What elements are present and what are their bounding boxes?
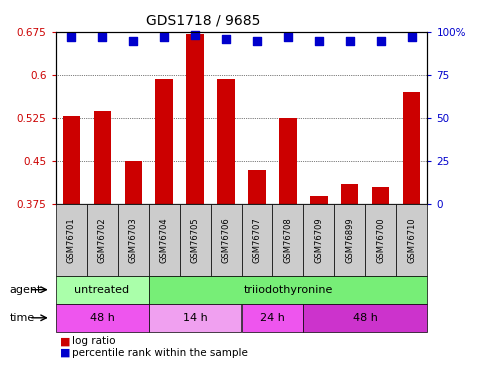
- Text: GSM76702: GSM76702: [98, 217, 107, 263]
- Bar: [149, 304, 242, 332]
- Point: [408, 34, 416, 40]
- Bar: [56, 204, 86, 276]
- Bar: [334, 204, 366, 276]
- Point: [284, 34, 292, 40]
- Bar: [56, 276, 149, 304]
- Point: [315, 38, 323, 44]
- Bar: [86, 204, 117, 276]
- Text: GSM76899: GSM76899: [345, 217, 355, 263]
- Text: GSM76704: GSM76704: [159, 217, 169, 263]
- Point: [346, 38, 354, 44]
- Text: ■: ■: [60, 348, 71, 357]
- Text: log ratio: log ratio: [72, 336, 116, 346]
- Text: percentile rank within the sample: percentile rank within the sample: [72, 348, 248, 357]
- Bar: [341, 184, 358, 204]
- Point: [98, 34, 106, 40]
- Text: GSM76708: GSM76708: [284, 217, 293, 263]
- Point: [67, 34, 75, 40]
- Point: [191, 32, 199, 38]
- Bar: [397, 204, 427, 276]
- Text: triiodothyronine: triiodothyronine: [243, 285, 333, 295]
- Point: [129, 38, 137, 44]
- Point: [377, 38, 385, 44]
- Bar: [62, 116, 80, 204]
- Bar: [372, 187, 389, 204]
- Text: GSM76710: GSM76710: [408, 217, 416, 263]
- Text: GSM76701: GSM76701: [67, 217, 75, 263]
- Text: 14 h: 14 h: [183, 313, 207, 323]
- Text: untreated: untreated: [74, 285, 129, 295]
- Text: 24 h: 24 h: [260, 313, 285, 323]
- Bar: [211, 204, 242, 276]
- Bar: [149, 276, 427, 304]
- Bar: [217, 79, 235, 204]
- Text: 48 h: 48 h: [89, 313, 114, 323]
- Bar: [156, 79, 172, 204]
- Bar: [125, 161, 142, 204]
- Text: GSM76709: GSM76709: [314, 217, 324, 263]
- Text: GDS1718 / 9685: GDS1718 / 9685: [146, 13, 260, 27]
- Bar: [242, 204, 272, 276]
- Bar: [117, 204, 149, 276]
- Text: agent: agent: [10, 285, 42, 295]
- Text: GSM76700: GSM76700: [376, 217, 385, 263]
- Bar: [56, 304, 149, 332]
- Bar: [248, 170, 266, 204]
- Text: time: time: [10, 313, 35, 323]
- Point: [253, 38, 261, 44]
- Point: [160, 34, 168, 40]
- Bar: [280, 117, 297, 204]
- Text: 48 h: 48 h: [353, 313, 378, 323]
- Bar: [242, 304, 303, 332]
- Point: [222, 36, 230, 42]
- Text: GSM76703: GSM76703: [128, 217, 138, 263]
- Bar: [186, 34, 203, 204]
- Text: GSM76706: GSM76706: [222, 217, 230, 263]
- Bar: [94, 111, 111, 204]
- Text: GSM76705: GSM76705: [190, 217, 199, 263]
- Bar: [303, 304, 427, 332]
- Bar: [149, 204, 180, 276]
- Bar: [272, 204, 303, 276]
- Bar: [403, 92, 421, 204]
- Bar: [303, 204, 334, 276]
- Text: ■: ■: [60, 336, 71, 346]
- Text: GSM76707: GSM76707: [253, 217, 261, 263]
- Bar: [311, 196, 327, 204]
- Bar: [180, 204, 211, 276]
- Bar: [366, 204, 397, 276]
